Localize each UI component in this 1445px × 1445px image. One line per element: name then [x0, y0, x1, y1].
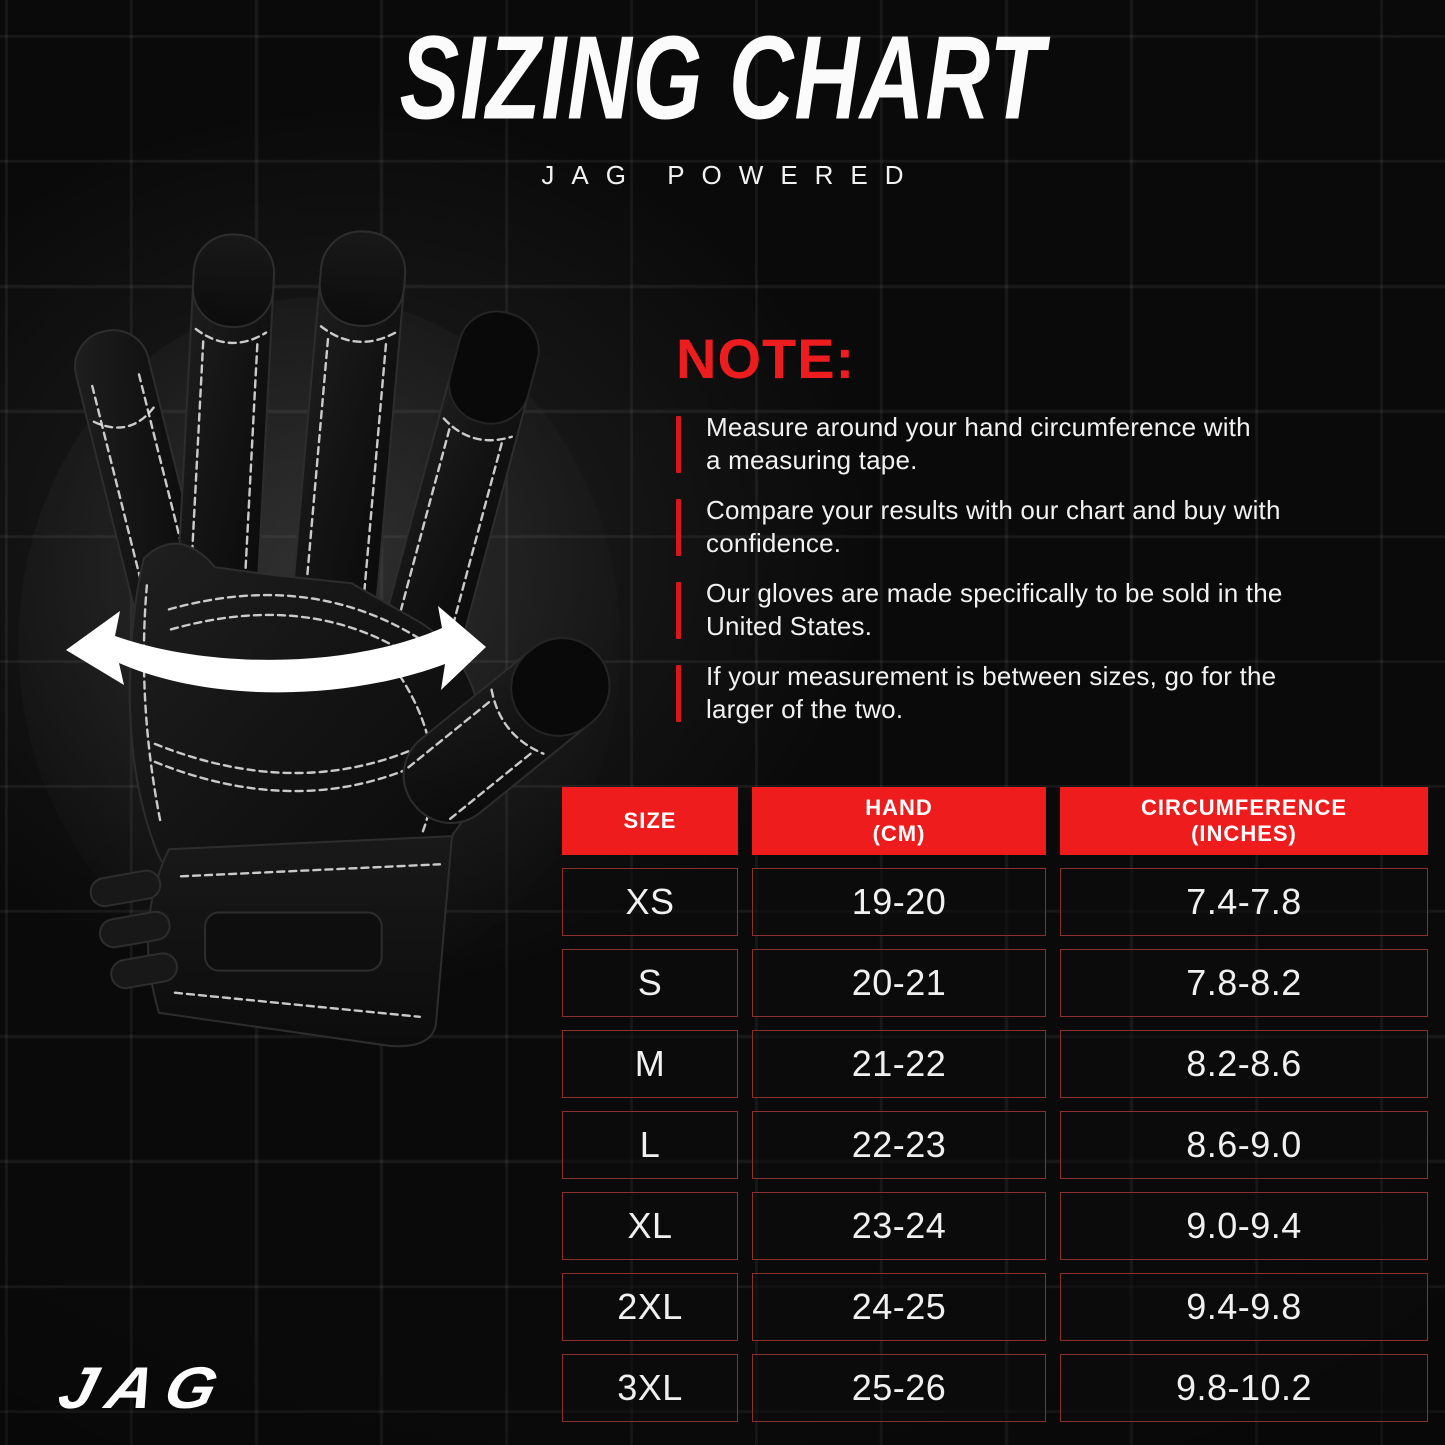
note-item-text: Our gloves are made specifically to be s…	[706, 578, 1283, 641]
note-item-text: Measure around your hand circumference w…	[706, 412, 1251, 475]
double-headed-arrow	[66, 606, 486, 693]
note-item: If your measurement is between sizes, go…	[676, 660, 1426, 726]
column-header-size: SIZE	[562, 787, 738, 855]
column-header-circumference: CIRCUMFERENCE (INCHES)	[1060, 787, 1428, 855]
note-heading: NOTE:	[676, 327, 856, 390]
note-item-text: If your measurement is between sizes, go…	[706, 661, 1277, 724]
table-cell-size: S	[562, 949, 738, 1017]
table-cell-size: M	[562, 1030, 738, 1098]
bullet-bar-icon	[676, 499, 681, 556]
table-cell-size: L	[562, 1111, 738, 1179]
note-item: Compare your results with our chart and …	[676, 494, 1426, 560]
table-cell-circumference: 9.0-9.4	[1060, 1192, 1428, 1260]
table-cell-hand: 21-22	[752, 1030, 1046, 1098]
table-cell-hand: 22-23	[752, 1111, 1046, 1179]
table-cell-hand: 19-20	[752, 868, 1046, 936]
table-cell-size: XL	[562, 1192, 738, 1260]
table-cell-circumference: 8.6-9.0	[1060, 1111, 1428, 1179]
note-item-text: Compare your results with our chart and …	[706, 495, 1281, 558]
bullet-bar-icon	[676, 582, 681, 639]
table-cell-hand: 24-25	[752, 1273, 1046, 1341]
table-cell-size: XS	[562, 868, 738, 936]
table-cell-circumference: 8.2-8.6	[1060, 1030, 1428, 1098]
table-cell-size: 2XL	[562, 1273, 738, 1341]
table-cell-circumference: 9.4-9.8	[1060, 1273, 1428, 1341]
note-item: Measure around your hand circumference w…	[676, 411, 1426, 477]
sizing-table: SIZE HAND (CM) CIRCUMFERENCE (INCHES) XS…	[562, 787, 1428, 1422]
measure-arrow-icon	[60, 600, 492, 714]
table-cell-hand: 25-26	[752, 1354, 1046, 1422]
page-title: SIZING CHART	[0, 18, 1445, 137]
page-title-text: SIZING CHART	[399, 11, 1046, 144]
page-subtitle: JAG POWERED	[541, 160, 921, 190]
note-item: Our gloves are made specifically to be s…	[676, 577, 1426, 643]
glove-illustration	[18, 230, 621, 1048]
table-cell-size: 3XL	[562, 1354, 738, 1422]
note-section: NOTE: Measure around your hand circumfer…	[676, 326, 1426, 743]
table-cell-circumference: 9.8-10.2	[1060, 1354, 1428, 1422]
glove-graphic	[18, 222, 636, 1070]
table-cell-hand: 23-24	[752, 1192, 1046, 1260]
bullet-bar-icon	[676, 665, 681, 722]
table-cell-hand: 20-21	[752, 949, 1046, 1017]
table-cell-circumference: 7.4-7.8	[1060, 868, 1428, 936]
table-cell-circumference: 7.8-8.2	[1060, 949, 1428, 1017]
bullet-bar-icon	[676, 416, 681, 473]
brand-logo: JAG	[52, 1354, 237, 1422]
column-header-hand-cm: HAND (CM)	[752, 787, 1046, 855]
